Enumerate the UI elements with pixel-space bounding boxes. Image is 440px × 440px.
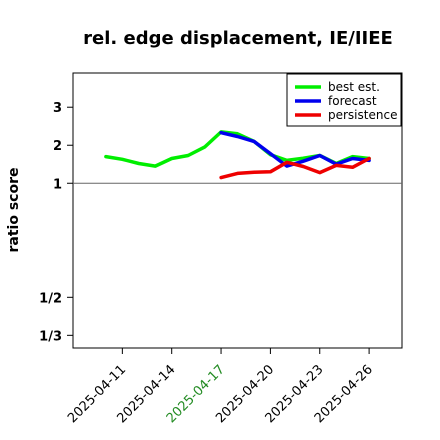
legend-label-forecast: forecast	[328, 94, 377, 108]
series-line-persistence	[219, 156, 371, 180]
legend: best est. forecast persistence	[286, 73, 402, 127]
y-tick-label: 1	[53, 177, 62, 192]
y-axis-label: ratio score	[6, 168, 22, 253]
plot-frame	[72, 72, 403, 349]
y-tick-label: 2	[53, 139, 62, 154]
legend-label-persistence: persistence	[328, 108, 397, 122]
x-axis: 2025-04-112025-04-142025-04-172025-04-20…	[65, 348, 376, 426]
y-tick-label: 3	[53, 101, 62, 116]
legend-label-best-est: best est.	[328, 80, 380, 94]
series-line-forecast	[219, 130, 371, 168]
y-tick-label: 1/3	[39, 329, 62, 344]
y-axis: 3 2 1 1/2 1/3	[39, 101, 73, 344]
series-layer	[104, 130, 371, 180]
y-tick-label: 1/2	[39, 291, 62, 306]
chart-title: rel. edge displacement, IE/IIEE	[83, 28, 393, 49]
